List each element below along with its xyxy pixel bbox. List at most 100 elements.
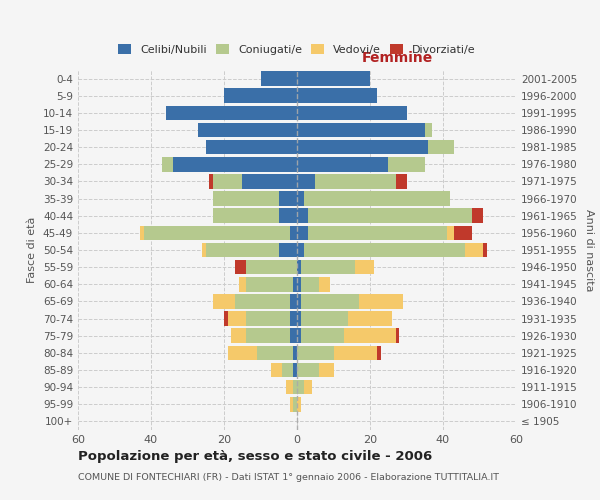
- Bar: [290, 397, 293, 411]
- Bar: [344, 328, 395, 343]
- Bar: [297, 328, 301, 343]
- Bar: [395, 328, 399, 343]
- Bar: [425, 122, 432, 138]
- Bar: [446, 226, 454, 240]
- Bar: [166, 106, 297, 120]
- Bar: [213, 294, 235, 308]
- Bar: [199, 122, 297, 138]
- Bar: [213, 174, 242, 188]
- Bar: [209, 174, 213, 188]
- Bar: [297, 72, 370, 86]
- Bar: [290, 312, 297, 326]
- Bar: [348, 312, 392, 326]
- Bar: [293, 362, 297, 378]
- Bar: [257, 346, 293, 360]
- Bar: [297, 106, 407, 120]
- Bar: [304, 242, 465, 258]
- Bar: [334, 346, 377, 360]
- Bar: [297, 157, 388, 172]
- Bar: [242, 174, 297, 188]
- Bar: [206, 242, 279, 258]
- Bar: [162, 157, 173, 172]
- Bar: [297, 362, 319, 378]
- Bar: [144, 226, 290, 240]
- Bar: [290, 294, 297, 308]
- Legend: Celibi/Nubili, Coniugati/e, Vedovi/e, Divorziati/e: Celibi/Nubili, Coniugati/e, Vedovi/e, Di…: [114, 40, 480, 59]
- Bar: [319, 362, 334, 378]
- Bar: [428, 140, 454, 154]
- Bar: [297, 260, 301, 274]
- Bar: [173, 157, 297, 172]
- Bar: [359, 294, 403, 308]
- Bar: [224, 88, 297, 103]
- Bar: [377, 346, 381, 360]
- Bar: [297, 226, 308, 240]
- Bar: [283, 362, 293, 378]
- Bar: [279, 192, 297, 206]
- Bar: [297, 242, 304, 258]
- Bar: [297, 312, 301, 326]
- Bar: [301, 328, 344, 343]
- Bar: [293, 346, 297, 360]
- Bar: [227, 346, 257, 360]
- Bar: [308, 208, 472, 223]
- Bar: [304, 380, 311, 394]
- Bar: [301, 294, 359, 308]
- Text: Popolazione per età, sesso e stato civile - 2006: Popolazione per età, sesso e stato civil…: [78, 450, 432, 463]
- Bar: [465, 242, 483, 258]
- Bar: [246, 260, 297, 274]
- Bar: [293, 397, 297, 411]
- Bar: [235, 260, 246, 274]
- Bar: [140, 226, 144, 240]
- Bar: [297, 88, 377, 103]
- Bar: [388, 157, 425, 172]
- Bar: [271, 362, 283, 378]
- Bar: [246, 277, 293, 291]
- Bar: [246, 328, 290, 343]
- Bar: [235, 294, 290, 308]
- Bar: [224, 312, 227, 326]
- Bar: [395, 174, 407, 188]
- Bar: [301, 260, 355, 274]
- Bar: [319, 277, 330, 291]
- Bar: [297, 346, 334, 360]
- Bar: [355, 260, 374, 274]
- Bar: [304, 192, 450, 206]
- Bar: [483, 242, 487, 258]
- Bar: [297, 294, 301, 308]
- Bar: [308, 226, 446, 240]
- Bar: [297, 192, 304, 206]
- Bar: [301, 312, 348, 326]
- Bar: [232, 328, 246, 343]
- Y-axis label: Anni di nascita: Anni di nascita: [584, 209, 594, 291]
- Bar: [279, 242, 297, 258]
- Bar: [293, 380, 297, 394]
- Bar: [297, 380, 304, 394]
- Bar: [286, 380, 293, 394]
- Bar: [297, 140, 428, 154]
- Bar: [297, 397, 301, 411]
- Bar: [260, 72, 297, 86]
- Bar: [202, 242, 206, 258]
- Bar: [315, 174, 395, 188]
- Bar: [213, 208, 279, 223]
- Bar: [293, 277, 297, 291]
- Text: COMUNE DI FONTECHIARI (FR) - Dati ISTAT 1° gennaio 2006 - Elaborazione TUTTITALI: COMUNE DI FONTECHIARI (FR) - Dati ISTAT …: [78, 472, 499, 482]
- Bar: [301, 277, 319, 291]
- Bar: [297, 277, 301, 291]
- Bar: [472, 208, 483, 223]
- Bar: [290, 328, 297, 343]
- Bar: [279, 208, 297, 223]
- Bar: [213, 192, 279, 206]
- Bar: [454, 226, 472, 240]
- Y-axis label: Fasce di età: Fasce di età: [28, 217, 37, 283]
- Bar: [206, 140, 297, 154]
- Bar: [297, 174, 315, 188]
- Bar: [227, 312, 246, 326]
- Bar: [297, 122, 425, 138]
- Text: Femmine: Femmine: [362, 50, 433, 64]
- Bar: [297, 208, 308, 223]
- Bar: [239, 277, 246, 291]
- Bar: [290, 226, 297, 240]
- Bar: [246, 312, 290, 326]
